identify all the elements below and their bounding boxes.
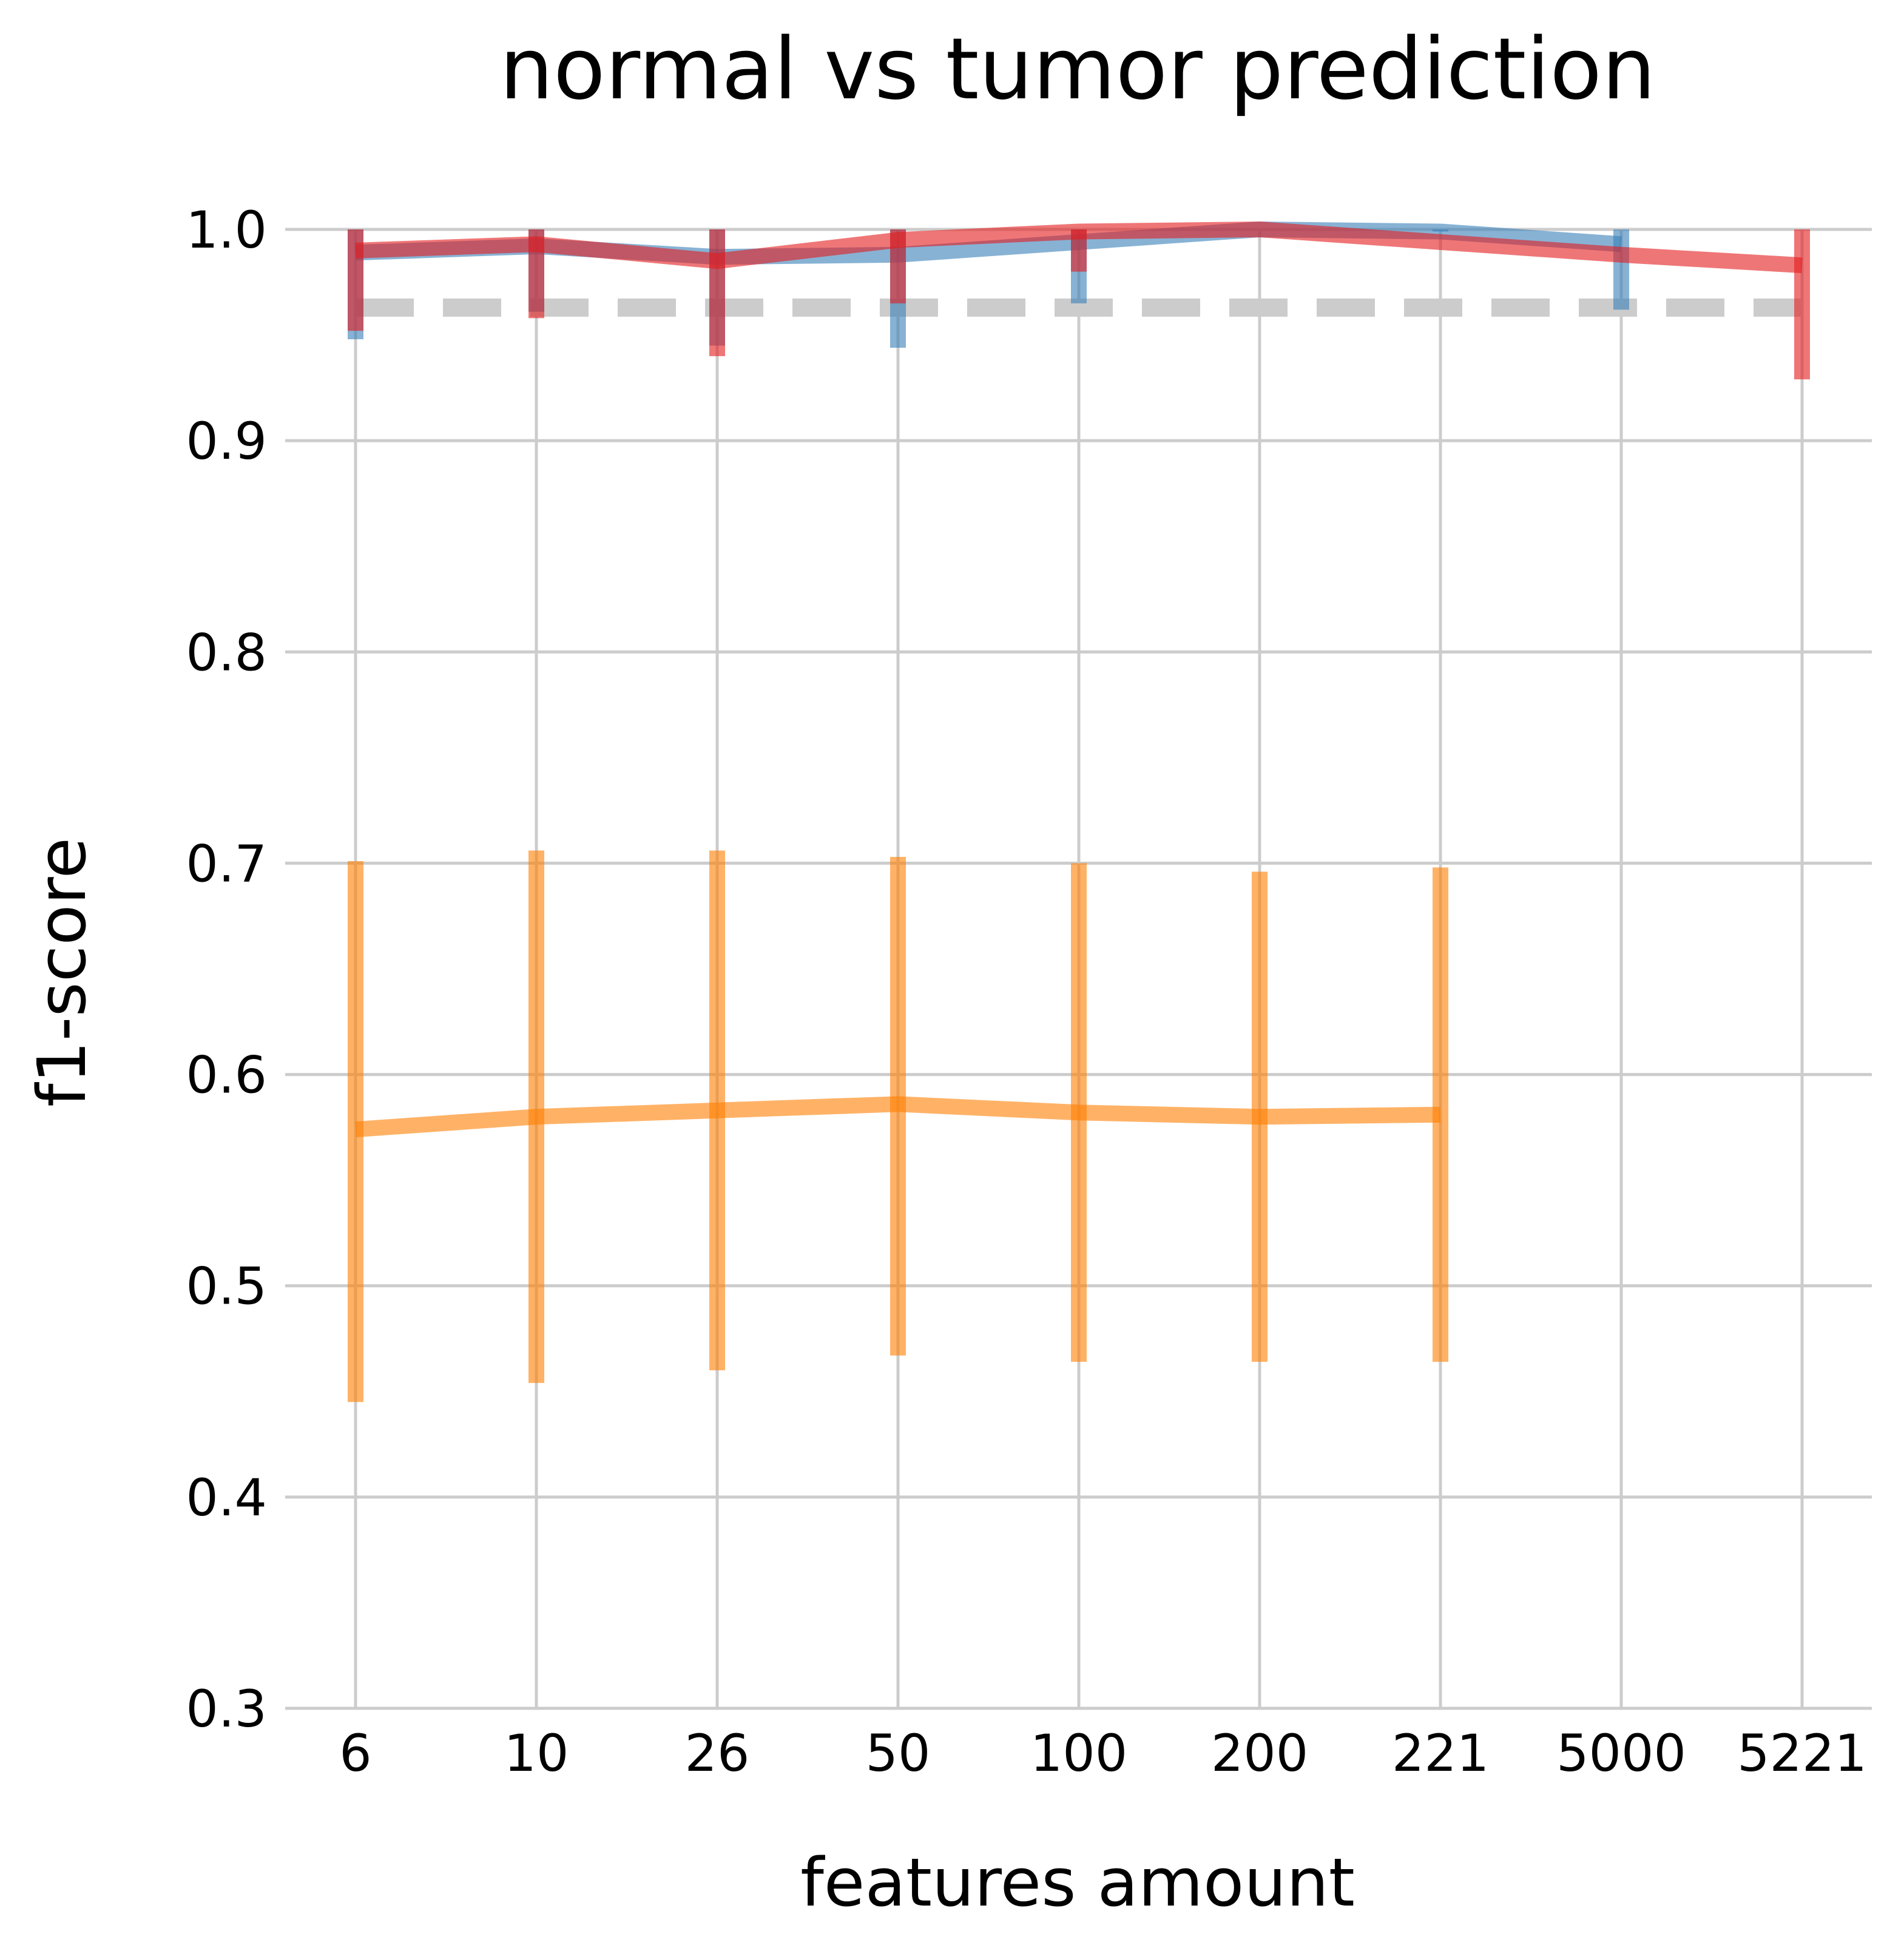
x-tick-label-7: 5000 [1556,1723,1686,1783]
y-axis-label: f1-score [23,837,101,1107]
x-tick-label-6: 221 [1392,1723,1489,1783]
series-1 [348,222,1810,380]
y-tick-label-7: 1.0 [186,200,267,260]
y-tick-label-0: 0.3 [186,1679,267,1739]
x-tick-label-2: 26 [685,1723,750,1783]
series-group [348,222,1810,1402]
y-tick-label-5: 0.8 [186,623,267,682]
x-tick-label-0: 6 [339,1723,371,1783]
x-tick-labels: 6 10 26 50 100 200 221 5000 5221 [339,1723,1867,1783]
y-tick-label-6: 0.9 [186,411,267,471]
y-tick-label-1: 0.4 [186,1468,267,1527]
x-tick-label-4: 100 [1030,1723,1127,1783]
series-1-line [355,222,1803,274]
y-tick-labels: 0.3 0.4 0.5 0.6 0.7 0.8 0.9 1.0 [186,200,267,1739]
x-axis-label: features amount [800,1844,1355,1921]
series-2-line [355,1096,1441,1138]
y-tick-label-2: 0.5 [186,1257,267,1316]
chart-title: normal vs tumor prediction [499,20,1655,119]
series-2 [348,850,1448,1402]
y-tick-label-4: 0.7 [186,834,267,893]
x-tick-label-3: 50 [866,1723,931,1783]
y-tick-label-3: 0.6 [186,1046,267,1105]
x-tick-label-1: 10 [504,1723,569,1783]
x-tick-label-8: 5221 [1737,1723,1867,1783]
x-tick-label-5: 200 [1211,1723,1308,1783]
